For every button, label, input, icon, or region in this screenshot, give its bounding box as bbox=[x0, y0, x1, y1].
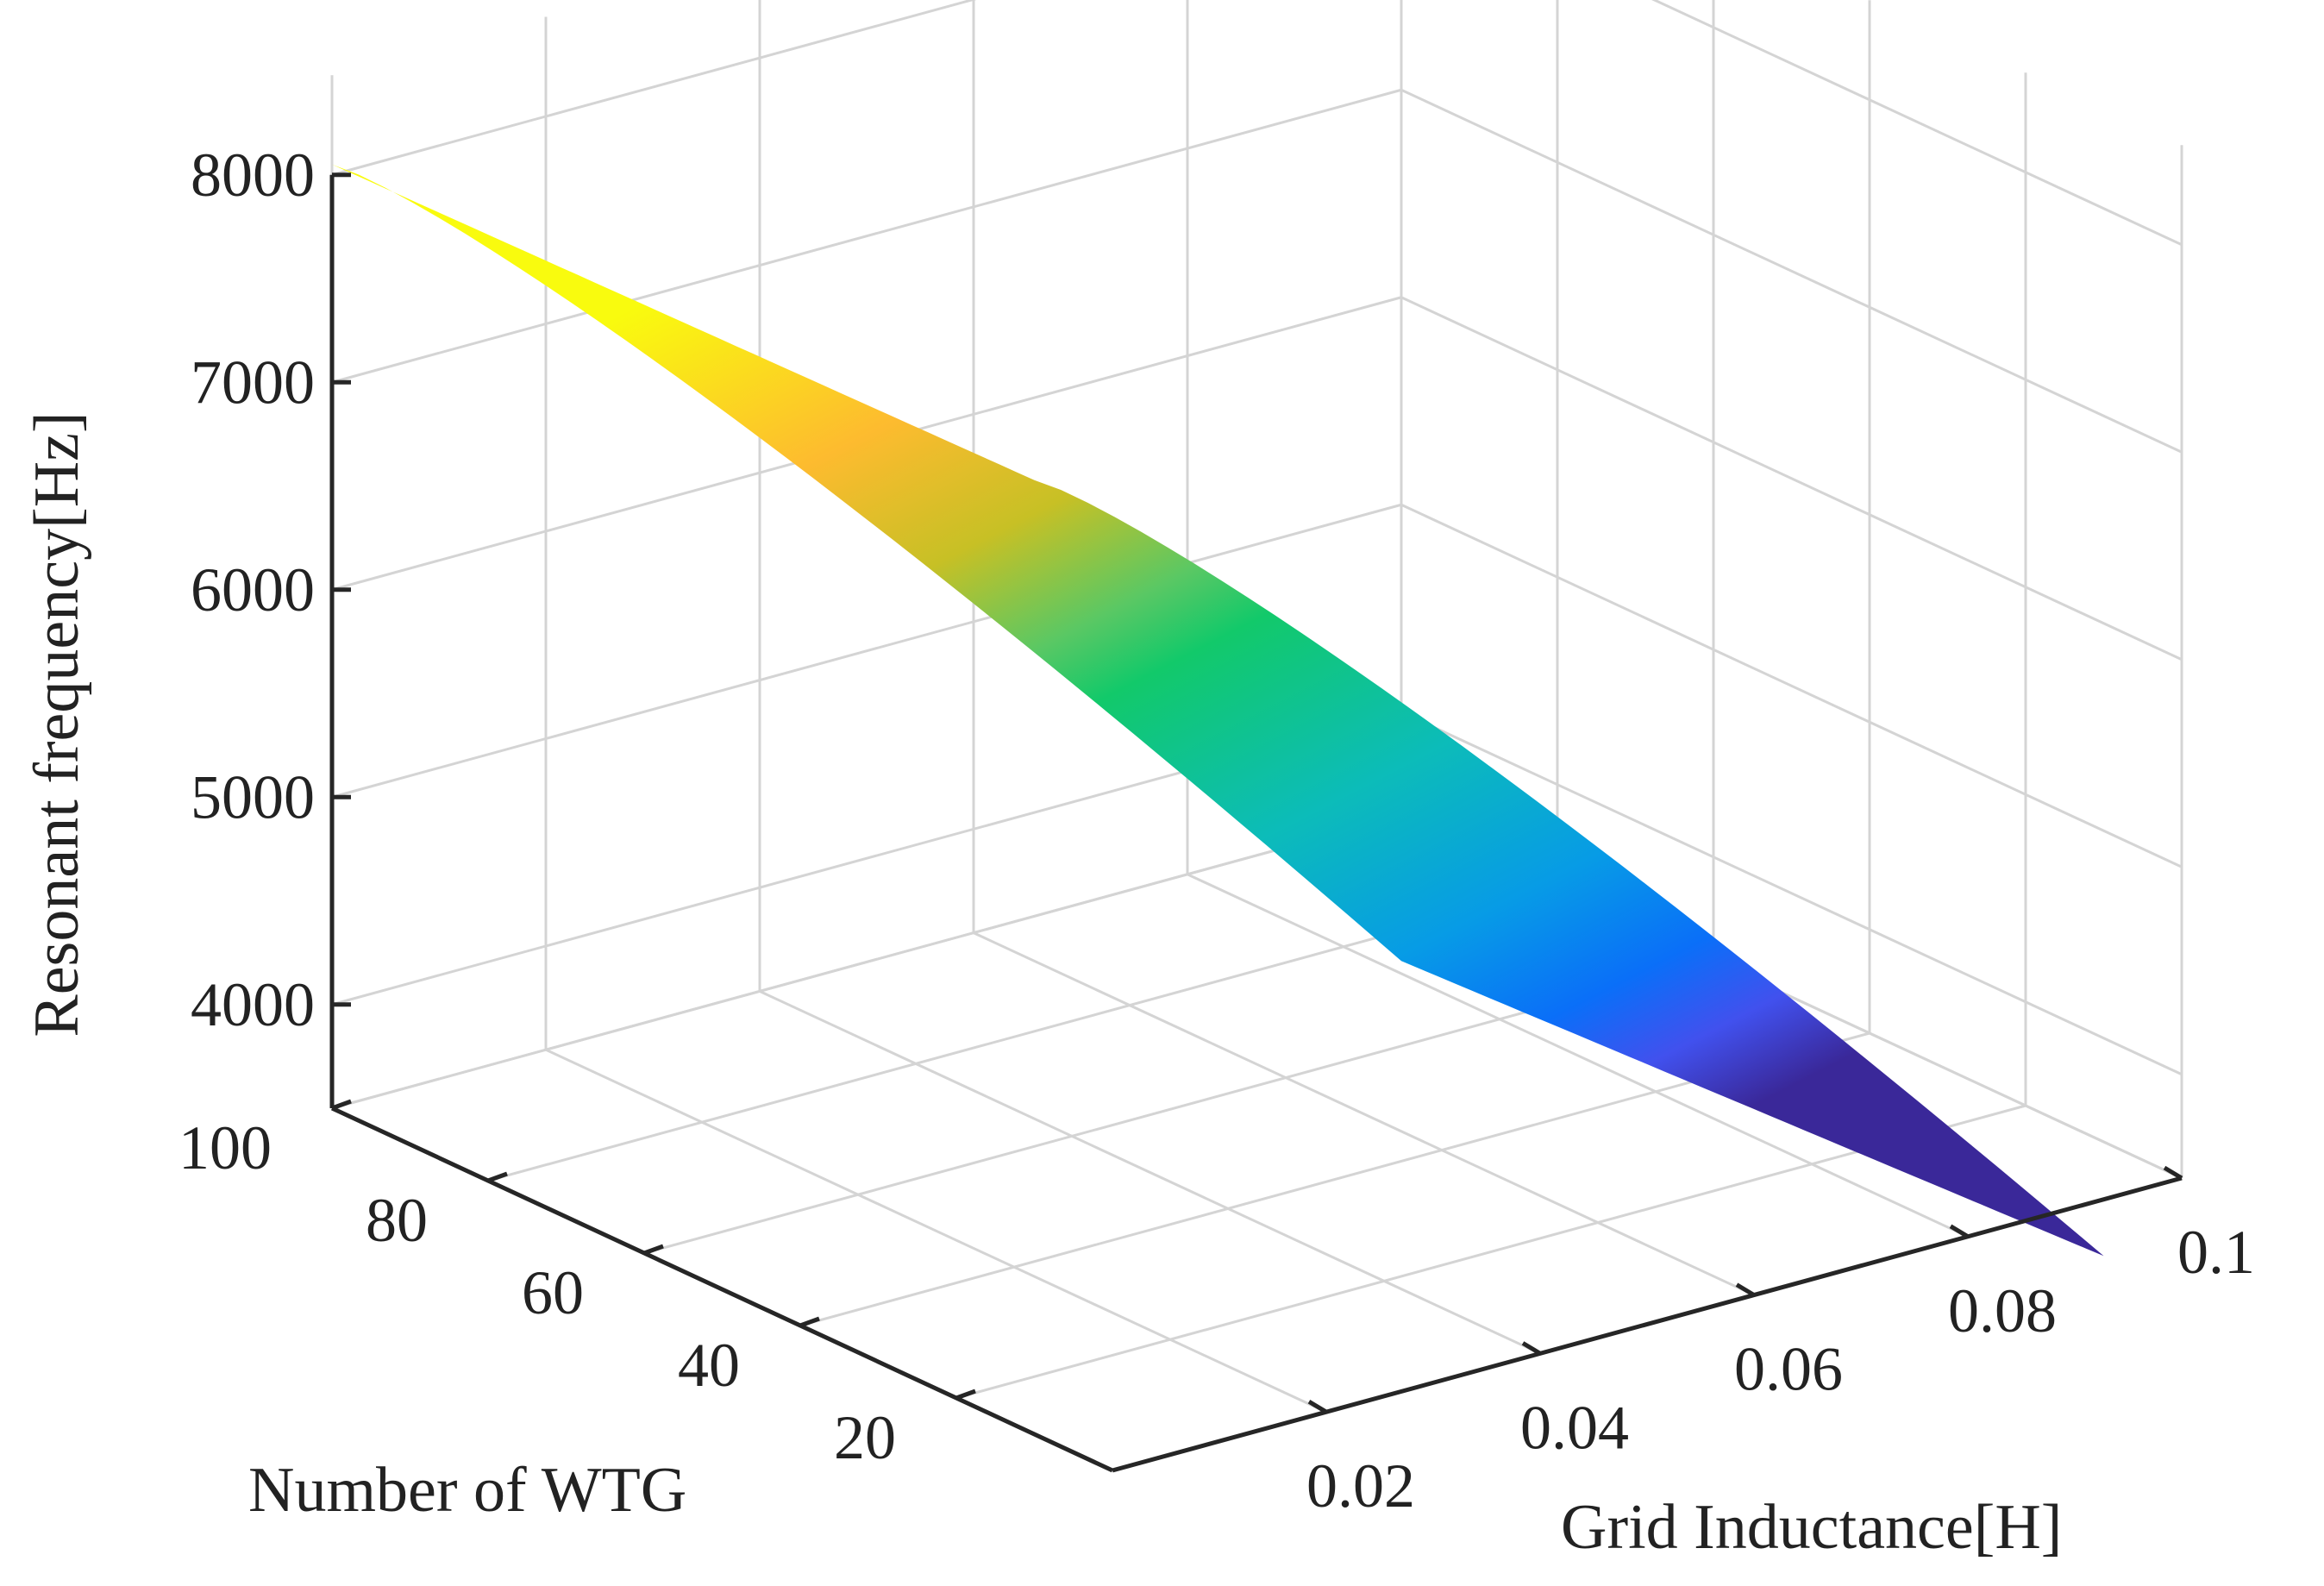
x-tick-label: 0.02 bbox=[1306, 1451, 1415, 1520]
z-tick-label: 5000 bbox=[191, 762, 315, 831]
y-tick-mark bbox=[643, 1244, 664, 1256]
x-tick-mark bbox=[1735, 1282, 1756, 1297]
z-tick-label: 8000 bbox=[191, 141, 315, 210]
z-axis-tick-labels: 4000 5000 6000 7000 8000 bbox=[191, 141, 315, 1039]
y-tick-label: 80 bbox=[366, 1186, 428, 1255]
grid-line bbox=[1400, 296, 2183, 661]
x-axis-tick-labels: 0.02 0.04 0.06 0.08 0.1 bbox=[1306, 1218, 2255, 1520]
grid-line bbox=[331, 503, 1402, 799]
x-tick-mark bbox=[1949, 1224, 1970, 1238]
grid-line bbox=[955, 1104, 2026, 1400]
y-tick-label: 20 bbox=[834, 1403, 896, 1472]
y-tick-mark bbox=[955, 1389, 976, 1401]
y-axis-label: Number of WTG bbox=[248, 1455, 686, 1526]
axes bbox=[329, 172, 2183, 1473]
x-tick-mark bbox=[1307, 1400, 1328, 1414]
resonant-frequency-surface bbox=[332, 164, 2104, 1257]
y-tick-label: 60 bbox=[522, 1258, 584, 1327]
z-tick-label: 6000 bbox=[191, 555, 315, 624]
x-tick-mark bbox=[1521, 1341, 1542, 1356]
x-tick-label: 0.08 bbox=[1948, 1276, 2057, 1345]
y-tick-mark bbox=[487, 1171, 508, 1183]
x-tick-label: 0.1 bbox=[2177, 1218, 2255, 1287]
y-tick-label: 40 bbox=[678, 1331, 740, 1400]
x-tick-label: 0.06 bbox=[1734, 1335, 1843, 1404]
surface-layer bbox=[332, 164, 2104, 1257]
y-tick-mark bbox=[799, 1316, 820, 1328]
y-axis-tick-labels: 20 40 60 80 100 bbox=[179, 1113, 896, 1472]
grid-line bbox=[1651, 0, 2183, 247]
z-axis-label: Resonant frequency[Hz] bbox=[22, 411, 92, 1037]
grid-line bbox=[545, 1048, 1327, 1414]
x-tick-mark bbox=[2163, 1165, 2183, 1181]
box-edge bbox=[331, 814, 1402, 1110]
grid-line bbox=[1400, 503, 2183, 868]
grid-line bbox=[331, 0, 977, 177]
x-tick-label: 0.04 bbox=[1520, 1393, 1629, 1462]
grid-line bbox=[1400, 711, 2183, 1076]
y-axis-line bbox=[330, 1106, 1114, 1473]
x-axis-label: Grid Inductance[H] bbox=[1561, 1492, 2062, 1563]
y-tick-label: 100 bbox=[179, 1113, 272, 1182]
z-tick-label: 7000 bbox=[191, 348, 315, 417]
grid-line bbox=[759, 990, 1541, 1355]
grid-line bbox=[331, 88, 1402, 384]
grid-line bbox=[973, 931, 1755, 1296]
z-tick-label: 4000 bbox=[191, 970, 315, 1039]
grid-line bbox=[1187, 873, 1969, 1238]
grid-line bbox=[1400, 88, 2183, 454]
y-tick-mark bbox=[331, 1099, 352, 1111]
x-axis-line bbox=[1112, 1175, 2183, 1473]
